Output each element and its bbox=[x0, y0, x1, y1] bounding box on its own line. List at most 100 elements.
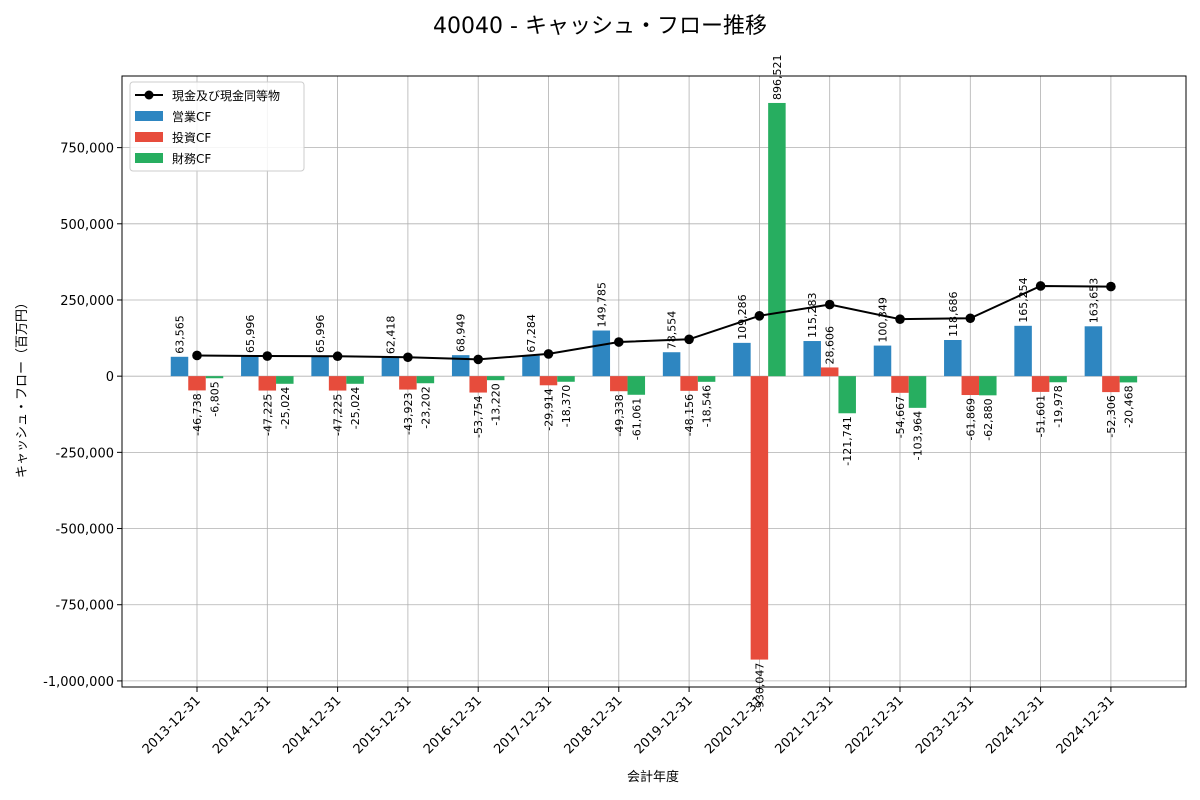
cash-point bbox=[684, 334, 694, 345]
cash-point bbox=[614, 337, 624, 347]
bar-financing bbox=[416, 376, 435, 384]
data-label: 28,606 bbox=[824, 326, 837, 365]
x-tick-label: 2021-12-31 bbox=[772, 693, 836, 757]
bar-investing bbox=[328, 376, 347, 391]
cash-point bbox=[754, 311, 765, 321]
data-label: -103,964 bbox=[912, 411, 925, 460]
bar-investing bbox=[891, 376, 909, 393]
x-tick-label: 2017-12-31 bbox=[491, 693, 555, 757]
y-tick-label: 250,000 bbox=[60, 294, 114, 309]
x-tick-label: 2024-12-31 bbox=[983, 693, 1047, 757]
cash-point bbox=[262, 351, 273, 361]
data-label: -54,667 bbox=[894, 396, 907, 438]
bar-investing bbox=[750, 376, 769, 660]
bar-financing bbox=[1049, 376, 1067, 383]
data-label: -13,220 bbox=[490, 383, 503, 425]
bar-investing bbox=[680, 376, 698, 391]
chart-title: 40040 - キャッシュ・フロー推移 bbox=[433, 14, 767, 39]
bar-financing bbox=[205, 376, 224, 379]
bar-investing bbox=[188, 376, 206, 391]
bar-financing bbox=[557, 376, 575, 382]
bar-financing bbox=[838, 376, 856, 414]
cash-line bbox=[192, 281, 1116, 365]
bar-operating bbox=[1014, 325, 1032, 377]
bar-investing bbox=[258, 376, 277, 391]
bar-operating bbox=[873, 345, 892, 377]
data-label: -19,978 bbox=[1052, 385, 1065, 427]
data-label: -49,338 bbox=[613, 394, 626, 436]
cash-line-path bbox=[196, 284, 1111, 361]
x-tick-label: 2016-12-31 bbox=[421, 693, 485, 757]
bar-operating bbox=[803, 341, 821, 377]
plot-frame bbox=[121, 75, 1187, 688]
cash-point bbox=[332, 351, 343, 362]
legend-label-cash: 現金及び現金同等物 bbox=[172, 88, 280, 103]
bar-financing bbox=[768, 102, 786, 377]
data-label: -43,923 bbox=[402, 393, 415, 435]
cash-point bbox=[1035, 281, 1046, 291]
x-tick-label: 2023-12-31 bbox=[913, 693, 977, 757]
bar-operating bbox=[592, 330, 611, 377]
data-label: 165,254 bbox=[1017, 277, 1030, 323]
legend-swatch bbox=[135, 153, 163, 163]
data-label: 63,565 bbox=[174, 315, 187, 354]
data-label: 65,996 bbox=[244, 315, 257, 354]
y-tick-label: -1,000,000 bbox=[43, 675, 114, 690]
bar-investing bbox=[1102, 376, 1120, 393]
data-label: -52,306 bbox=[1105, 395, 1118, 437]
data-label: -29,914 bbox=[543, 388, 556, 430]
bar-operating bbox=[662, 352, 681, 377]
data-label: -6,805 bbox=[209, 381, 222, 416]
data-label: -18,546 bbox=[701, 385, 714, 427]
bar-financing bbox=[276, 376, 294, 384]
bar-financing bbox=[908, 376, 927, 408]
y-tick-label: -500,000 bbox=[56, 523, 114, 538]
cash-point bbox=[473, 354, 484, 365]
cash-point bbox=[192, 350, 202, 361]
data-label: -47,225 bbox=[261, 394, 274, 436]
y-axis-title: キャッシュ・フロー（百万円） bbox=[15, 296, 30, 478]
legend-swatch bbox=[135, 132, 163, 142]
data-label: -48,156 bbox=[683, 394, 696, 436]
data-label: -46,738 bbox=[191, 393, 204, 435]
data-label: -51,601 bbox=[1035, 395, 1048, 437]
bar-operating bbox=[170, 356, 189, 377]
bar-financing bbox=[486, 376, 505, 381]
bar-investing bbox=[610, 376, 628, 392]
x-tick-label: 2022-12-31 bbox=[843, 693, 907, 757]
bar-operating bbox=[311, 356, 329, 377]
bar-financing bbox=[697, 376, 716, 382]
data-label: 109,286 bbox=[736, 294, 749, 340]
legend-label: 営業CF bbox=[172, 110, 211, 124]
legend-box bbox=[129, 81, 305, 172]
data-label: 149,785 bbox=[595, 282, 608, 328]
data-label: 67,284 bbox=[525, 314, 538, 353]
x-tick-label: 2014-12-31 bbox=[210, 693, 274, 757]
data-label: -20,468 bbox=[1122, 385, 1135, 427]
data-label: -61,061 bbox=[630, 398, 643, 440]
x-tick-label: 2014-12-31 bbox=[280, 693, 344, 757]
bar-operating bbox=[241, 356, 259, 377]
bar-operating bbox=[1084, 326, 1103, 377]
bar-investing bbox=[1031, 376, 1050, 392]
x-tick-label: 2013-12-31 bbox=[140, 693, 204, 757]
x-tick-label: 2019-12-31 bbox=[632, 693, 696, 757]
legend-label: 投資CF bbox=[172, 130, 211, 145]
data-label: 100,349 bbox=[877, 297, 890, 343]
data-label: 62,418 bbox=[384, 316, 397, 355]
cash-point bbox=[543, 349, 554, 359]
cash-point bbox=[965, 313, 976, 324]
bar-financing bbox=[1119, 376, 1138, 383]
data-label: -18,370 bbox=[560, 385, 573, 427]
cash-point bbox=[403, 352, 413, 363]
x-tick-label: 2015-12-31 bbox=[351, 693, 415, 757]
bar-operating bbox=[381, 357, 400, 377]
data-label: -121,741 bbox=[841, 416, 854, 465]
data-label: -53,754 bbox=[472, 396, 485, 438]
legend-swatch bbox=[135, 111, 163, 121]
legend-label: 財務CF bbox=[172, 151, 211, 166]
data-label: -47,225 bbox=[332, 394, 345, 436]
y-tick-label: -250,000 bbox=[56, 446, 114, 461]
